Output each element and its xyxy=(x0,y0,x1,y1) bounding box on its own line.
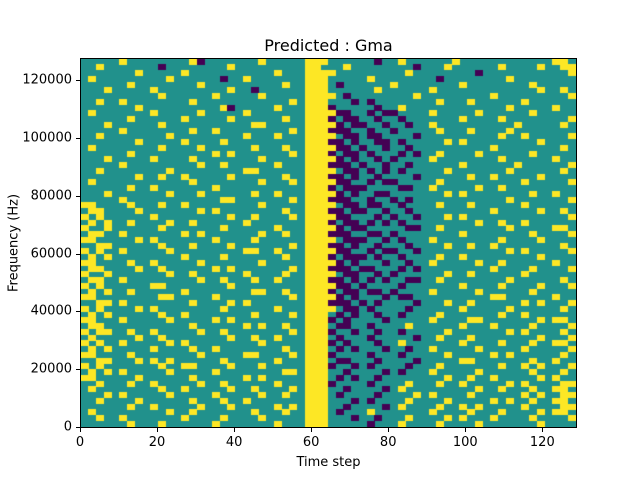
x-tick-label: 80 xyxy=(379,435,397,450)
y-tick-mark xyxy=(76,195,80,197)
x-tick-mark xyxy=(388,428,390,432)
x-tick-mark xyxy=(311,428,313,432)
x-tick-label: 20 xyxy=(148,435,166,450)
y-tick-mark xyxy=(76,311,80,313)
y-tick-mark xyxy=(76,427,80,428)
y-tick-label: 60000 xyxy=(30,246,72,262)
y-tick-mark xyxy=(76,80,80,82)
heatmap-canvas xyxy=(81,59,576,427)
y-axis-label: Frequency (Hz) xyxy=(6,193,22,293)
y-tick-label: 0 xyxy=(63,419,72,435)
x-tick-label: 40 xyxy=(225,435,243,450)
x-tick-mark xyxy=(234,428,236,432)
x-tick-label: 60 xyxy=(302,435,320,450)
chart-title: Predicted : Gma xyxy=(264,36,393,55)
plot-area xyxy=(80,58,577,428)
x-tick-mark xyxy=(542,428,544,432)
x-tick-label: 100 xyxy=(452,435,478,450)
y-tick-label: 100000 xyxy=(22,130,72,146)
y-tick-mark xyxy=(76,137,80,139)
x-tick-mark xyxy=(465,428,467,432)
x-tick-label: 0 xyxy=(75,435,85,450)
x-tick-mark xyxy=(80,428,81,432)
x-axis-label: Time step xyxy=(296,455,361,470)
y-tick-label: 120000 xyxy=(22,72,72,88)
x-tick-label: 120 xyxy=(529,435,555,450)
y-tick-mark xyxy=(76,369,80,371)
y-tick-mark xyxy=(76,253,80,255)
y-tick-label: 80000 xyxy=(30,188,72,204)
y-tick-label: 40000 xyxy=(30,303,72,319)
y-tick-label: 20000 xyxy=(30,361,72,377)
x-tick-mark xyxy=(157,428,159,432)
